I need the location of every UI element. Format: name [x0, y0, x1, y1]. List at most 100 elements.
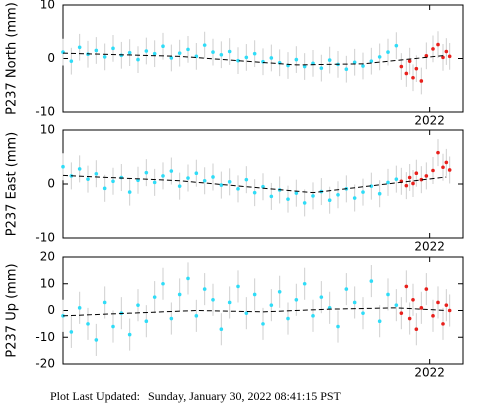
data-point — [177, 51, 182, 55]
data-point — [119, 53, 124, 58]
data-point — [94, 171, 99, 176]
data-point — [407, 316, 412, 321]
data-point — [86, 177, 90, 181]
data-point — [144, 319, 149, 324]
footer-label: Plot Last Updated: — [50, 389, 140, 403]
data-point — [261, 184, 265, 189]
data-point — [227, 49, 232, 54]
data-point — [186, 276, 190, 281]
data-point — [294, 191, 299, 195]
data-point — [369, 279, 374, 283]
data-point — [294, 298, 299, 302]
y-axis-label: P237 East (mm) — [5, 132, 20, 236]
data-point — [227, 180, 232, 184]
data-point — [211, 298, 215, 302]
data-point — [169, 316, 174, 321]
data-point — [177, 292, 182, 297]
data-point — [169, 169, 174, 173]
data-point — [411, 75, 415, 80]
footer-value: Sunday, January 30, 2022 08:41:15 PST — [148, 389, 342, 403]
data-point — [269, 303, 274, 307]
data-point — [127, 50, 132, 55]
data-point — [447, 54, 452, 59]
y-tick-label: 10 — [40, 123, 55, 137]
data-point — [404, 284, 409, 289]
data-point — [431, 168, 435, 173]
y-tick-label: 10 — [40, 276, 55, 290]
data-point — [236, 58, 240, 63]
data-point — [102, 300, 107, 305]
data-point — [377, 55, 382, 59]
data-point — [219, 183, 224, 187]
data-point — [69, 330, 74, 334]
data-point — [344, 287, 349, 291]
data-point — [414, 66, 419, 71]
y-tick-label: -10 — [35, 330, 55, 344]
data-point — [61, 314, 65, 318]
data-point — [144, 49, 149, 53]
data-point — [161, 44, 165, 48]
data-point — [77, 45, 82, 50]
data-point — [94, 338, 99, 342]
data-point — [294, 57, 299, 62]
data-point — [252, 292, 257, 297]
data-point — [127, 190, 132, 194]
data-point — [344, 67, 349, 71]
data-point — [377, 319, 382, 324]
data-point — [311, 314, 315, 318]
data-point — [211, 50, 215, 54]
data-point — [69, 59, 74, 63]
data-point — [424, 287, 429, 291]
data-point — [436, 300, 440, 305]
data-point — [94, 48, 99, 53]
data-point — [361, 64, 365, 68]
data-point — [419, 306, 424, 310]
data-point — [144, 170, 149, 175]
trend-line — [62, 307, 447, 317]
data-point — [161, 174, 165, 178]
data-point — [102, 55, 107, 59]
y-tick-label: 20 — [40, 250, 55, 264]
data-point — [244, 55, 249, 60]
data-point — [411, 298, 415, 302]
data-point — [302, 64, 307, 69]
y-tick-label: -20 — [35, 357, 55, 371]
data-point — [236, 284, 240, 289]
data-point — [327, 58, 332, 62]
data-point — [302, 281, 307, 286]
data-point — [61, 164, 65, 169]
data-point — [394, 303, 399, 307]
data-point — [77, 306, 82, 310]
data-point — [441, 55, 445, 60]
data-point — [419, 177, 424, 182]
data-point — [404, 183, 409, 188]
data-point — [361, 311, 365, 315]
data-point — [252, 190, 257, 195]
data-point — [194, 171, 199, 175]
data-point — [186, 176, 190, 180]
data-point — [302, 201, 307, 205]
y-tick-label: 10 — [40, 0, 55, 12]
data-point — [111, 179, 115, 184]
data-point — [436, 150, 440, 155]
data-point — [414, 171, 419, 175]
data-point — [444, 160, 449, 165]
data-point — [352, 60, 357, 65]
data-point — [369, 184, 374, 188]
data-point — [386, 50, 390, 54]
data-point — [441, 322, 445, 326]
data-point — [377, 191, 382, 196]
y-tick-label: 0 — [47, 303, 55, 317]
data-point — [252, 51, 257, 56]
data-point — [286, 316, 290, 321]
data-point — [177, 184, 182, 188]
data-point — [444, 303, 449, 307]
data-point — [436, 42, 440, 47]
data-point — [447, 168, 452, 172]
y-tick-label: 0 — [47, 177, 55, 191]
data-point — [269, 56, 274, 60]
data-point — [152, 51, 157, 56]
data-point — [269, 194, 274, 199]
data-point — [219, 327, 224, 332]
